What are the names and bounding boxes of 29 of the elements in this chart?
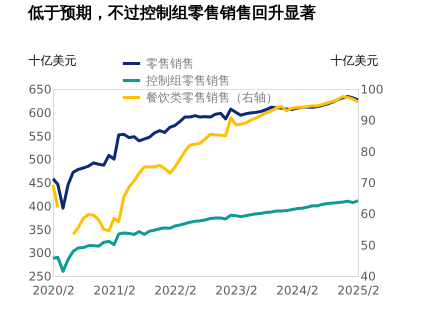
y-axis-title: 十亿美元 (28, 54, 76, 68)
legend-label: 零售销售 (146, 56, 194, 70)
x-tick-label: 2024/2 (276, 284, 319, 298)
y-tick-label: 500 (28, 152, 52, 167)
legend-label: 餐饮类零售销售（右轴） (146, 90, 278, 104)
x-tick-label: 2020/2 (32, 284, 75, 298)
y2-tick-label: 100 (360, 82, 384, 96)
y-tick-label: 400 (28, 199, 52, 214)
y2-tick-label: 50 (360, 238, 376, 252)
y-tick-label: 600 (28, 106, 52, 120)
chart-title: 低于预期，不过控制组零售销售回升显著 (27, 3, 316, 22)
line-series (52, 199, 360, 273)
y-tick-label: 450 (28, 176, 52, 190)
y2-tick-label: 80 (360, 144, 376, 159)
x-tick-label: 2023/2 (215, 284, 258, 298)
y-tick-label: 650 (28, 82, 52, 96)
y2-axis-title: 十亿美元 (330, 54, 378, 68)
y-tick-label: 550 (28, 129, 52, 144)
y2-tick-label: 60 (360, 207, 376, 222)
x-tick-label: 2021/2 (93, 284, 136, 298)
x-tick-label: 2025/2 (337, 284, 380, 298)
y-tick-label: 350 (28, 222, 52, 237)
x-tick-label: 2022/2 (154, 284, 197, 298)
y2-tick-label: 40 (360, 270, 376, 284)
legend-label: 控制组零售销售 (146, 74, 230, 88)
y-tick-label: 300 (28, 246, 52, 260)
y-tick-label: 250 (28, 270, 52, 284)
y2-tick-label: 90 (360, 114, 376, 128)
y2-tick-label: 70 (360, 176, 376, 190)
